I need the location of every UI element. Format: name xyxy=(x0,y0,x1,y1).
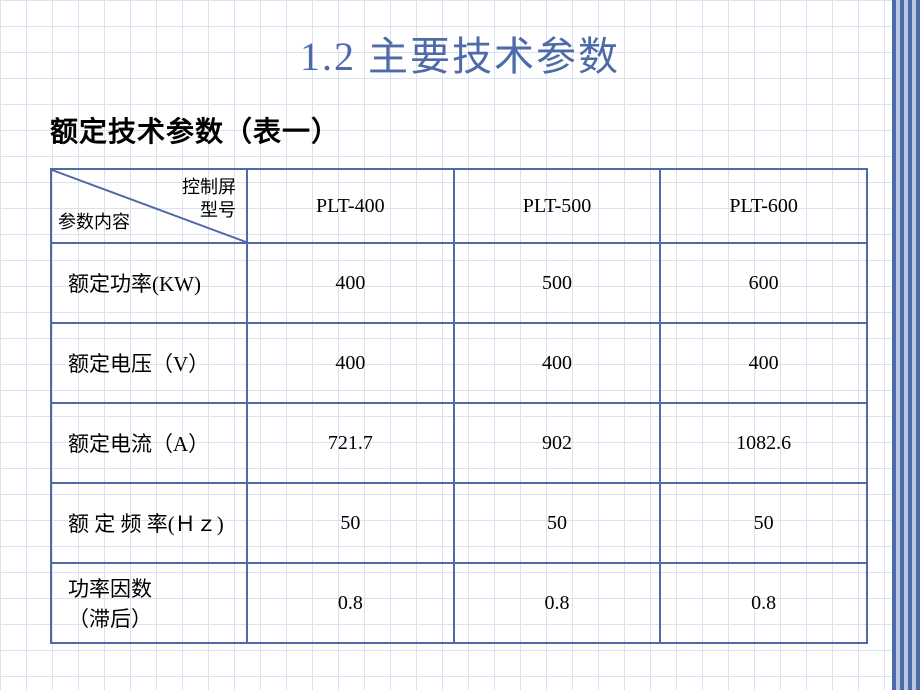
table-row: 额 定 频 率(Ｈｚ) 50 50 50 xyxy=(51,483,867,563)
col-header-0: PLT-400 xyxy=(247,169,454,243)
diagonal-header-cell: 控制屏 型号 参数内容 xyxy=(51,169,247,243)
col-header-2: PLT-600 xyxy=(660,169,867,243)
row-label: 额 定 频 率(Ｈｚ) xyxy=(51,483,247,563)
cell: 500 xyxy=(454,243,661,323)
cell: 50 xyxy=(454,483,661,563)
cell: 400 xyxy=(247,323,454,403)
table-row: 额定电流（A） 721.7 902 1082.6 xyxy=(51,403,867,483)
cell: 50 xyxy=(247,483,454,563)
cell: 400 xyxy=(247,243,454,323)
cell: 721.7 xyxy=(247,403,454,483)
row-label: 额定功率(KW) xyxy=(51,243,247,323)
diag-top-label: 控制屏 型号 xyxy=(182,176,236,221)
header-row: 控制屏 型号 参数内容 PLT-400 PLT-500 PLT-600 xyxy=(51,169,867,243)
table-caption: 额定技术参数（表一） xyxy=(50,110,920,150)
cell: 600 xyxy=(660,243,867,323)
diag-top-line1: 控制屏 xyxy=(182,177,236,197)
cell: 1082.6 xyxy=(660,403,867,483)
diag-top-line2: 型号 xyxy=(200,200,236,220)
cell: 0.8 xyxy=(454,563,661,643)
parameters-table: 控制屏 型号 参数内容 PLT-400 PLT-500 PLT-600 额定功率… xyxy=(50,168,868,644)
row-label: 额定电流（A） xyxy=(51,403,247,483)
table-row: 额定电压（V） 400 400 400 xyxy=(51,323,867,403)
cell: 0.8 xyxy=(247,563,454,643)
cell: 400 xyxy=(454,323,661,403)
decorative-right-stripes xyxy=(892,0,920,690)
cell: 902 xyxy=(454,403,661,483)
cell: 50 xyxy=(660,483,867,563)
col-header-1: PLT-500 xyxy=(454,169,661,243)
row-label: 额定电压（V） xyxy=(51,323,247,403)
cell: 0.8 xyxy=(660,563,867,643)
row-label: 功率因数 （滞后） xyxy=(51,563,247,643)
table-row: 额定功率(KW) 400 500 600 xyxy=(51,243,867,323)
diag-bottom-label: 参数内容 xyxy=(58,208,130,234)
cell: 400 xyxy=(660,323,867,403)
page-title: 1.2 主要技术参数 xyxy=(0,0,920,82)
table-row: 功率因数 （滞后） 0.8 0.8 0.8 xyxy=(51,563,867,643)
